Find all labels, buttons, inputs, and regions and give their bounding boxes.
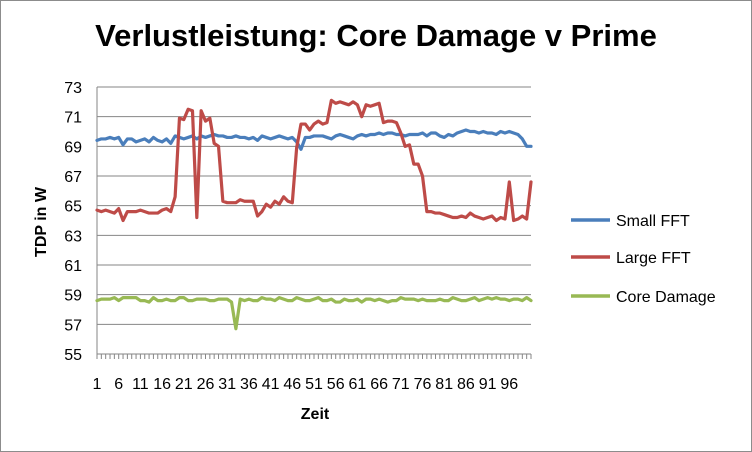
axes xyxy=(96,87,532,359)
series-line-core-damage xyxy=(95,296,533,331)
x-tick-label: 11 xyxy=(132,376,149,393)
series-lines xyxy=(95,98,533,331)
x-tick-label: 71 xyxy=(392,376,410,393)
x-tick-label: 96 xyxy=(500,376,518,393)
x-tick-label: 31 xyxy=(218,376,236,393)
y-tick-label: 63 xyxy=(64,228,82,245)
gridlines xyxy=(97,86,531,325)
legend: Small FFT Large FFT Core Damage xyxy=(571,213,716,306)
y-tick-label: 55 xyxy=(64,347,82,364)
legend-entry-core-damage: Core Damage xyxy=(616,289,716,306)
series-line-small-fft xyxy=(95,128,533,151)
x-tick-label: 51 xyxy=(305,376,323,393)
x-tick-label: 61 xyxy=(349,376,367,393)
legend-entry-small-fft: Small FFT xyxy=(616,213,690,230)
y-tick-label: 61 xyxy=(64,258,82,275)
y-tick-label: 73 xyxy=(64,80,82,97)
y-tick-label: 69 xyxy=(64,139,82,156)
x-tick-label: 81 xyxy=(435,376,453,393)
y-tick-label: 71 xyxy=(64,110,82,127)
x-tick-label: 26 xyxy=(197,376,215,393)
y-tick-label: 65 xyxy=(64,199,82,216)
series-line-large-fft xyxy=(95,98,533,223)
x-tick-label: 41 xyxy=(262,376,280,393)
x-axis-label: Zeit xyxy=(301,406,330,423)
x-tick-label: 76 xyxy=(414,376,432,393)
x-tick-label: 1 xyxy=(93,376,102,393)
legend-entry-large-fft: Large FFT xyxy=(616,250,691,267)
y-axis-label: TDP in W xyxy=(33,186,50,257)
x-tick-label: 21 xyxy=(175,376,193,393)
x-tick-label: 91 xyxy=(479,376,497,393)
y-tick-label: 59 xyxy=(64,288,82,305)
x-tick-label: 66 xyxy=(370,376,388,393)
x-tick-label: 36 xyxy=(240,376,258,393)
x-tick-label: 6 xyxy=(114,376,123,393)
x-tick-label: 56 xyxy=(327,376,345,393)
y-tick-label: 57 xyxy=(64,317,82,334)
x-tick-label: 86 xyxy=(457,376,475,393)
x-tick-label: 16 xyxy=(153,376,171,393)
chart-title: Verlustleistung: Core Damage v Prime xyxy=(95,18,657,53)
x-tick-labels: 1 6 11 16 21 26 31 36 41 46 51 56 61 66 71 76 81 86 91 96 xyxy=(93,376,519,393)
y-tick-labels: 55 57 59 61 63 65 67 69 71 73 xyxy=(64,80,82,364)
y-tick-label: 67 xyxy=(64,169,82,186)
x-tick-label: 46 xyxy=(283,376,301,393)
